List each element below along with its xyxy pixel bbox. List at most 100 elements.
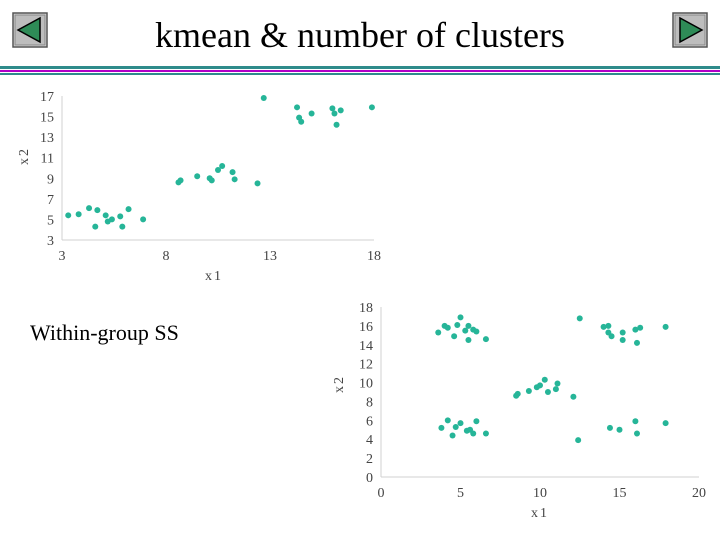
y-tick-label: 13 [40,131,54,146]
data-point [525,388,532,395]
x-axis-label: x1 [531,506,549,521]
data-point [470,430,477,437]
data-point [482,430,489,437]
data-point [541,376,548,383]
y-tick-label: 11 [41,152,54,167]
y-tick-label: 6 [366,414,373,429]
data-point [633,339,640,346]
data-point [473,418,480,425]
x-tick-label: 5 [457,486,464,501]
data-point [231,176,238,183]
prev-slide-button[interactable] [12,12,48,48]
data-point [544,389,551,395]
data-point [554,380,561,387]
x-tick-label: 18 [367,249,381,264]
y-tick-label: 8 [366,395,373,410]
data-point [616,426,623,433]
data-point [457,314,464,321]
title-divider-teal-lower [0,73,720,75]
data-point [294,104,301,111]
y-tick-label: 10 [359,377,373,392]
data-point [435,329,442,336]
data-point [619,329,626,336]
y-tick-label: 2 [366,452,373,467]
triangle-right-icon [672,12,708,48]
y-axis-label: x2 [17,147,32,165]
x-axis-label: x1 [205,269,223,284]
data-point [514,390,521,397]
data-point [337,107,344,114]
data-point [457,420,464,427]
data-point [449,432,456,439]
y-tick-label: 0 [366,471,373,486]
y-tick-label: 3 [47,234,54,249]
title-divider-magenta [0,70,720,72]
data-point [308,110,315,117]
title-divider-teal [0,66,720,69]
data-point [662,323,669,330]
data-point [65,212,72,219]
y-tick-label: 12 [359,358,373,373]
y-tick-label: 9 [47,172,54,187]
data-point [606,424,613,431]
y-tick-label: 17 [40,90,54,105]
data-point [482,336,489,343]
x-tick-label: 15 [613,486,627,501]
triangle-left-icon [12,12,48,48]
data-point [177,177,184,184]
data-point [465,322,472,329]
data-point [632,418,639,425]
x-tick-label: 8 [163,249,170,264]
data-point [117,213,124,220]
y-tick-label: 5 [47,213,54,228]
data-point [451,333,458,340]
data-point [75,211,82,218]
data-point [86,205,93,212]
y-tick-label: 16 [359,320,373,335]
data-point [215,167,221,174]
y-tick-label: 7 [47,193,54,208]
data-point [633,430,640,437]
data-point [368,104,375,111]
slide-title: kmean & number of clusters [155,15,565,55]
data-point [605,329,612,336]
y-tick-label: 4 [366,433,373,448]
data-point [537,382,543,389]
data-point [140,216,147,223]
data-point [92,223,99,230]
data-point [444,417,451,424]
within-group-ss-label: Within-group SS [30,320,179,345]
data-point [662,420,669,427]
data-point [452,423,459,430]
data-point [219,162,226,169]
data-point [473,328,480,335]
data-point [333,121,340,128]
data-point [194,173,201,180]
data-point [600,323,607,330]
x-tick-label: 0 [378,486,385,501]
x-tick-label: 20 [692,486,706,501]
data-point [119,223,126,230]
x-tick-label: 3 [59,249,66,264]
data-point [454,321,461,328]
data-point [229,169,236,176]
data-point [438,424,445,431]
data-point [329,105,336,112]
y-tick-label: 15 [40,111,54,126]
data-point [570,393,577,400]
y-tick-label: 14 [359,339,373,354]
data-point [619,337,626,344]
data-point [444,324,451,331]
data-point [331,110,338,117]
y-tick-label: 18 [359,301,373,316]
next-slide-button[interactable] [672,12,708,48]
data-point [254,180,261,187]
x-tick-label: 10 [533,486,547,501]
y-axis-label: x2 [332,375,347,393]
data-point [260,95,267,102]
data-point [576,315,583,322]
data-point [605,322,612,329]
data-point [298,118,305,125]
